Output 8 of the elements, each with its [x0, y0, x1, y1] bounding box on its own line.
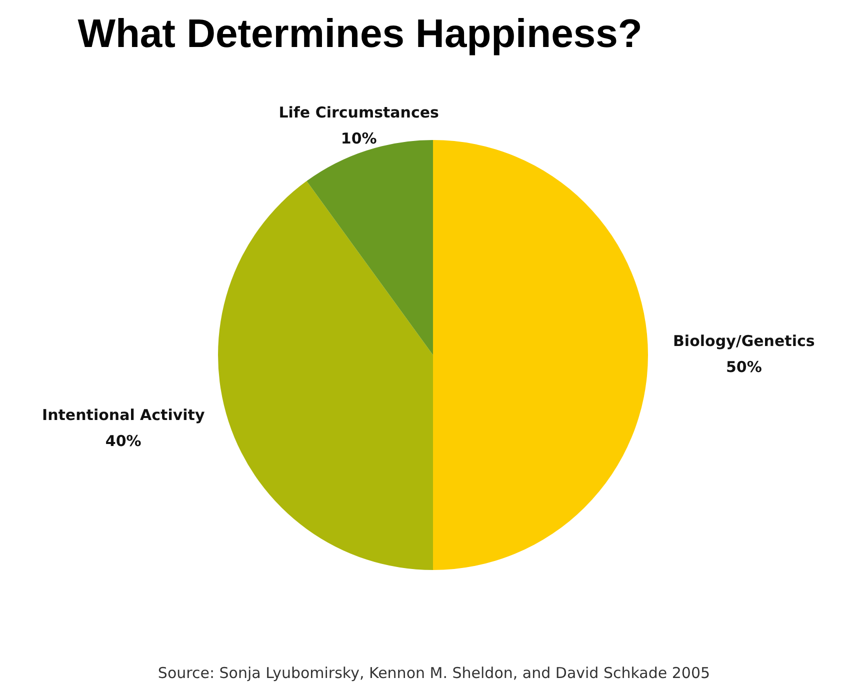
data-label: 40% [105, 432, 142, 450]
slice-label: Intentional Activity [42, 406, 205, 424]
slice-label: Life Circumstances [278, 104, 440, 122]
chart-title: What Determines Happiness? [76, 12, 644, 57]
data-label: 50% [726, 358, 762, 376]
data-label: 10% [340, 130, 377, 148]
slice-label: Biology/Genetics [673, 332, 815, 350]
source-note: Source: Sonja Lyubomirsky, Kennon M. Sheldon, and David Schkade 2005 [156, 664, 712, 682]
